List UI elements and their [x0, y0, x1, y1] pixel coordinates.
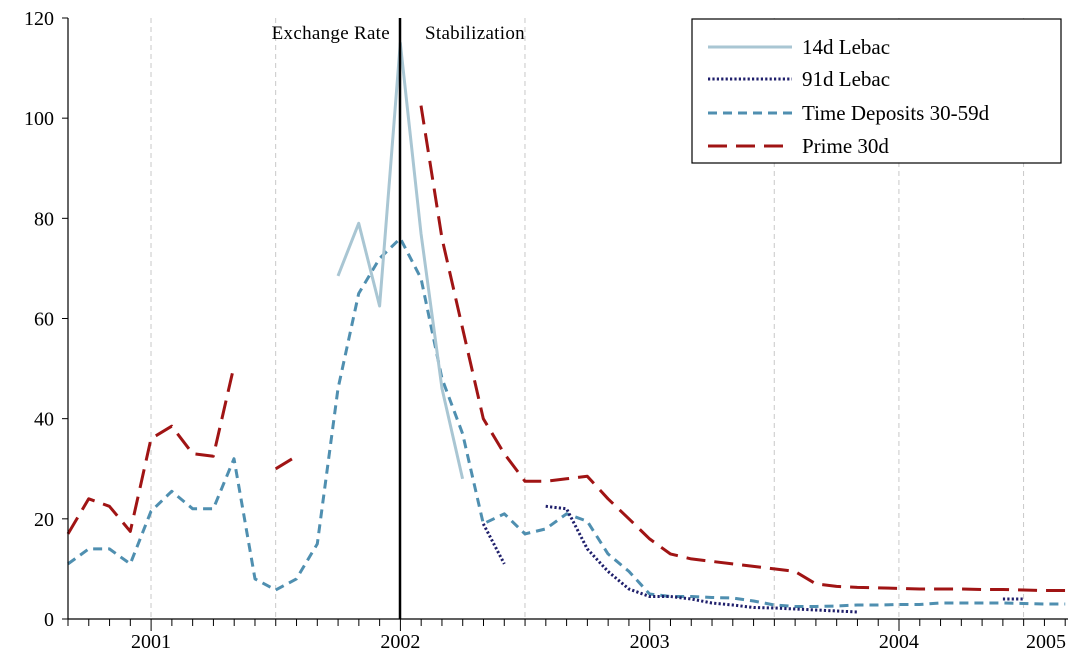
x-tick-label-2005: 2005 — [1026, 631, 1066, 653]
series-prime-30d-line-1 — [274, 454, 298, 471]
legend-label-prime-30d: Prime 30d — [802, 134, 889, 158]
x-tick-label-2004: 2004 — [879, 631, 919, 653]
y-tick-label-100: 100 — [24, 108, 54, 130]
legend-label-14d-lebac: 14d Lebac — [802, 35, 890, 59]
axis-ticks: 0 20 40 60 80 100 120 2001 2002 2003 2004 2005 — [24, 8, 1066, 653]
series-91d-lebac-line-1 — [545, 504, 858, 614]
annotation-stabilization: Stabilization — [425, 23, 525, 44]
y-tick-label-20: 20 — [34, 509, 54, 531]
y-tick-label-120: 120 — [24, 8, 54, 30]
x-tick-label-2002: 2002 — [380, 631, 420, 653]
series-91d-lebac-line-0 — [481, 523, 506, 565]
series-time-deposits-30-59d-line-0 — [67, 236, 1066, 608]
y-tick-label-40: 40 — [34, 409, 54, 431]
x-tick-label-2003: 2003 — [630, 631, 670, 653]
x-tick-label-2001: 2001 — [131, 631, 171, 653]
legend-box — [691, 18, 1062, 164]
y-tick-label-80: 80 — [34, 208, 54, 230]
y-tick-label-0: 0 — [44, 609, 54, 631]
legend-label-time-deposits: Time Deposits 30-59d — [802, 101, 990, 125]
legend-label-91d-lebac: 91d Lebac — [802, 67, 890, 91]
legend: 14d Lebac 91d Lebac Time Deposits 30-59d… — [691, 18, 1062, 164]
series-prime-30d-line-0 — [66, 365, 236, 535]
y-tick-label-60: 60 — [34, 309, 54, 331]
annotation-exchange-rate: Exchange Rate — [272, 23, 390, 44]
series-prime-30d-line-2 — [419, 105, 1066, 592]
